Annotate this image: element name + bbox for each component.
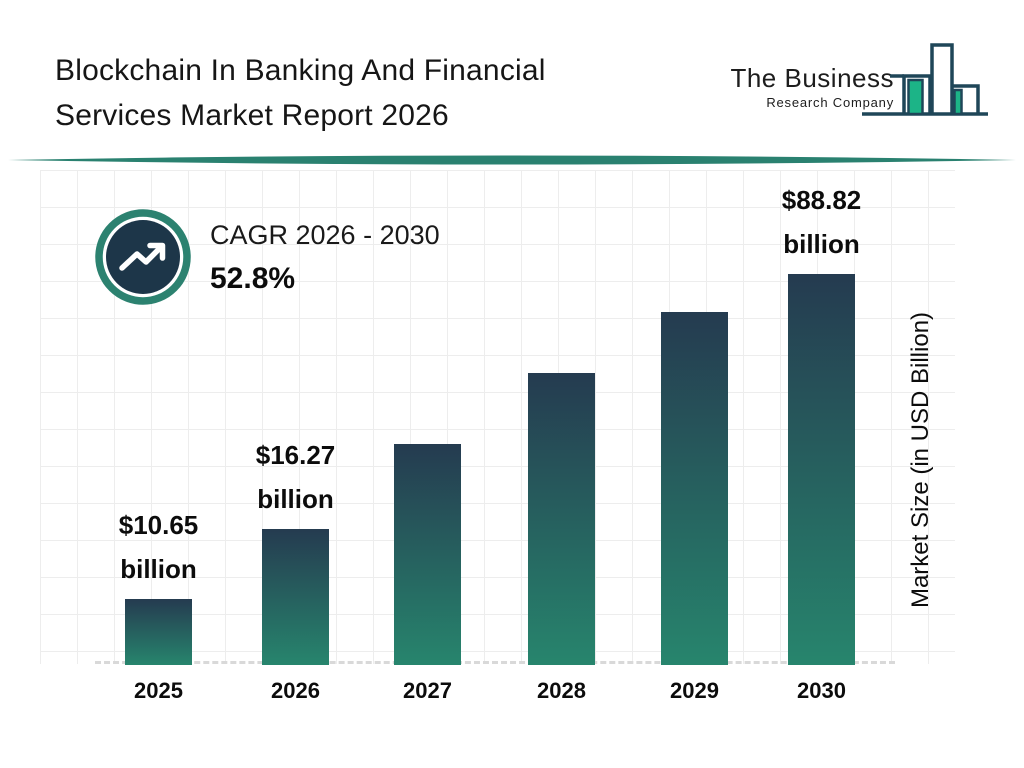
bar-value-amount: $16.27: [255, 440, 336, 470]
bar-value-label-2025: $10.65 billion: [59, 503, 259, 591]
bar-value-amount: $88.82: [781, 185, 862, 215]
bar-2029: [661, 312, 728, 665]
bar-value-label-2030: $88.82 billion: [722, 178, 922, 266]
cagr-badge: [94, 208, 192, 311]
x-axis-label-2028: 2028: [537, 678, 586, 703]
cagr-value: 52.8%: [210, 262, 296, 295]
bar-2027: [394, 444, 461, 665]
bar-value-amount: $10.65: [118, 510, 199, 540]
cagr-period-label: CAGR 2026 - 2030: [210, 220, 440, 250]
x-axis-label-2026: 2026: [271, 678, 320, 703]
x-axis-label-2029: 2029: [670, 678, 719, 703]
bar-2028: [528, 373, 595, 665]
bar-value-unit: billion: [257, 484, 334, 514]
section-divider: [8, 155, 1016, 165]
company-name: The Business: [730, 63, 894, 93]
bar-value-label-2026: $16.27 billion: [196, 433, 396, 521]
bar-value-unit: billion: [783, 229, 860, 259]
trending-up-icon: [95, 209, 191, 305]
y-axis-label: Market Size (in USD Billion): [907, 311, 934, 609]
x-axis-label-2025: 2025: [134, 678, 183, 703]
bar-2025: [125, 599, 192, 665]
bar-2026: [262, 529, 329, 665]
x-axis-baseline: [95, 661, 895, 664]
bar-2030: [788, 274, 855, 665]
page-title-line1: Blockchain In Banking And Financial: [55, 54, 546, 87]
company-logo-text: The Business Research Company: [730, 63, 894, 110]
logo-bar-chart-icon: [862, 43, 988, 116]
bar-value-unit: billion: [120, 554, 197, 584]
page-title-line2: Services Market Report 2026: [55, 99, 449, 132]
company-subname: Research Company: [766, 95, 894, 110]
company-logo: The Business Research Company: [730, 40, 990, 120]
page-title: Blockchain In Banking And Financial Serv…: [55, 48, 546, 138]
x-axis-label-2027: 2027: [403, 678, 452, 703]
x-axis-label-2030: 2030: [797, 678, 846, 703]
